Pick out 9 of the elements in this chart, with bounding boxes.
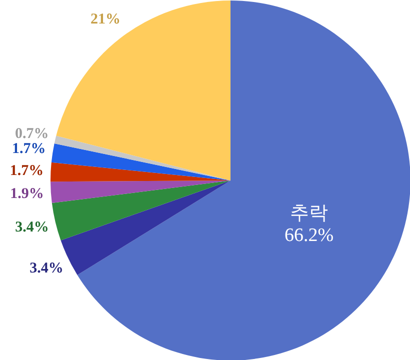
slice-label: 추락	[290, 202, 328, 224]
data-label: 1.9%	[10, 186, 44, 202]
data-label: 3.4%	[15, 220, 49, 236]
data-label: 0.7%	[14, 126, 49, 142]
data-label: 66.2%	[284, 224, 334, 246]
data-label: 3.4%	[30, 260, 64, 277]
data-label: 1.7%	[12, 141, 46, 158]
data-label: 1.7%	[10, 162, 44, 179]
data-label: 21%	[90, 11, 120, 28]
